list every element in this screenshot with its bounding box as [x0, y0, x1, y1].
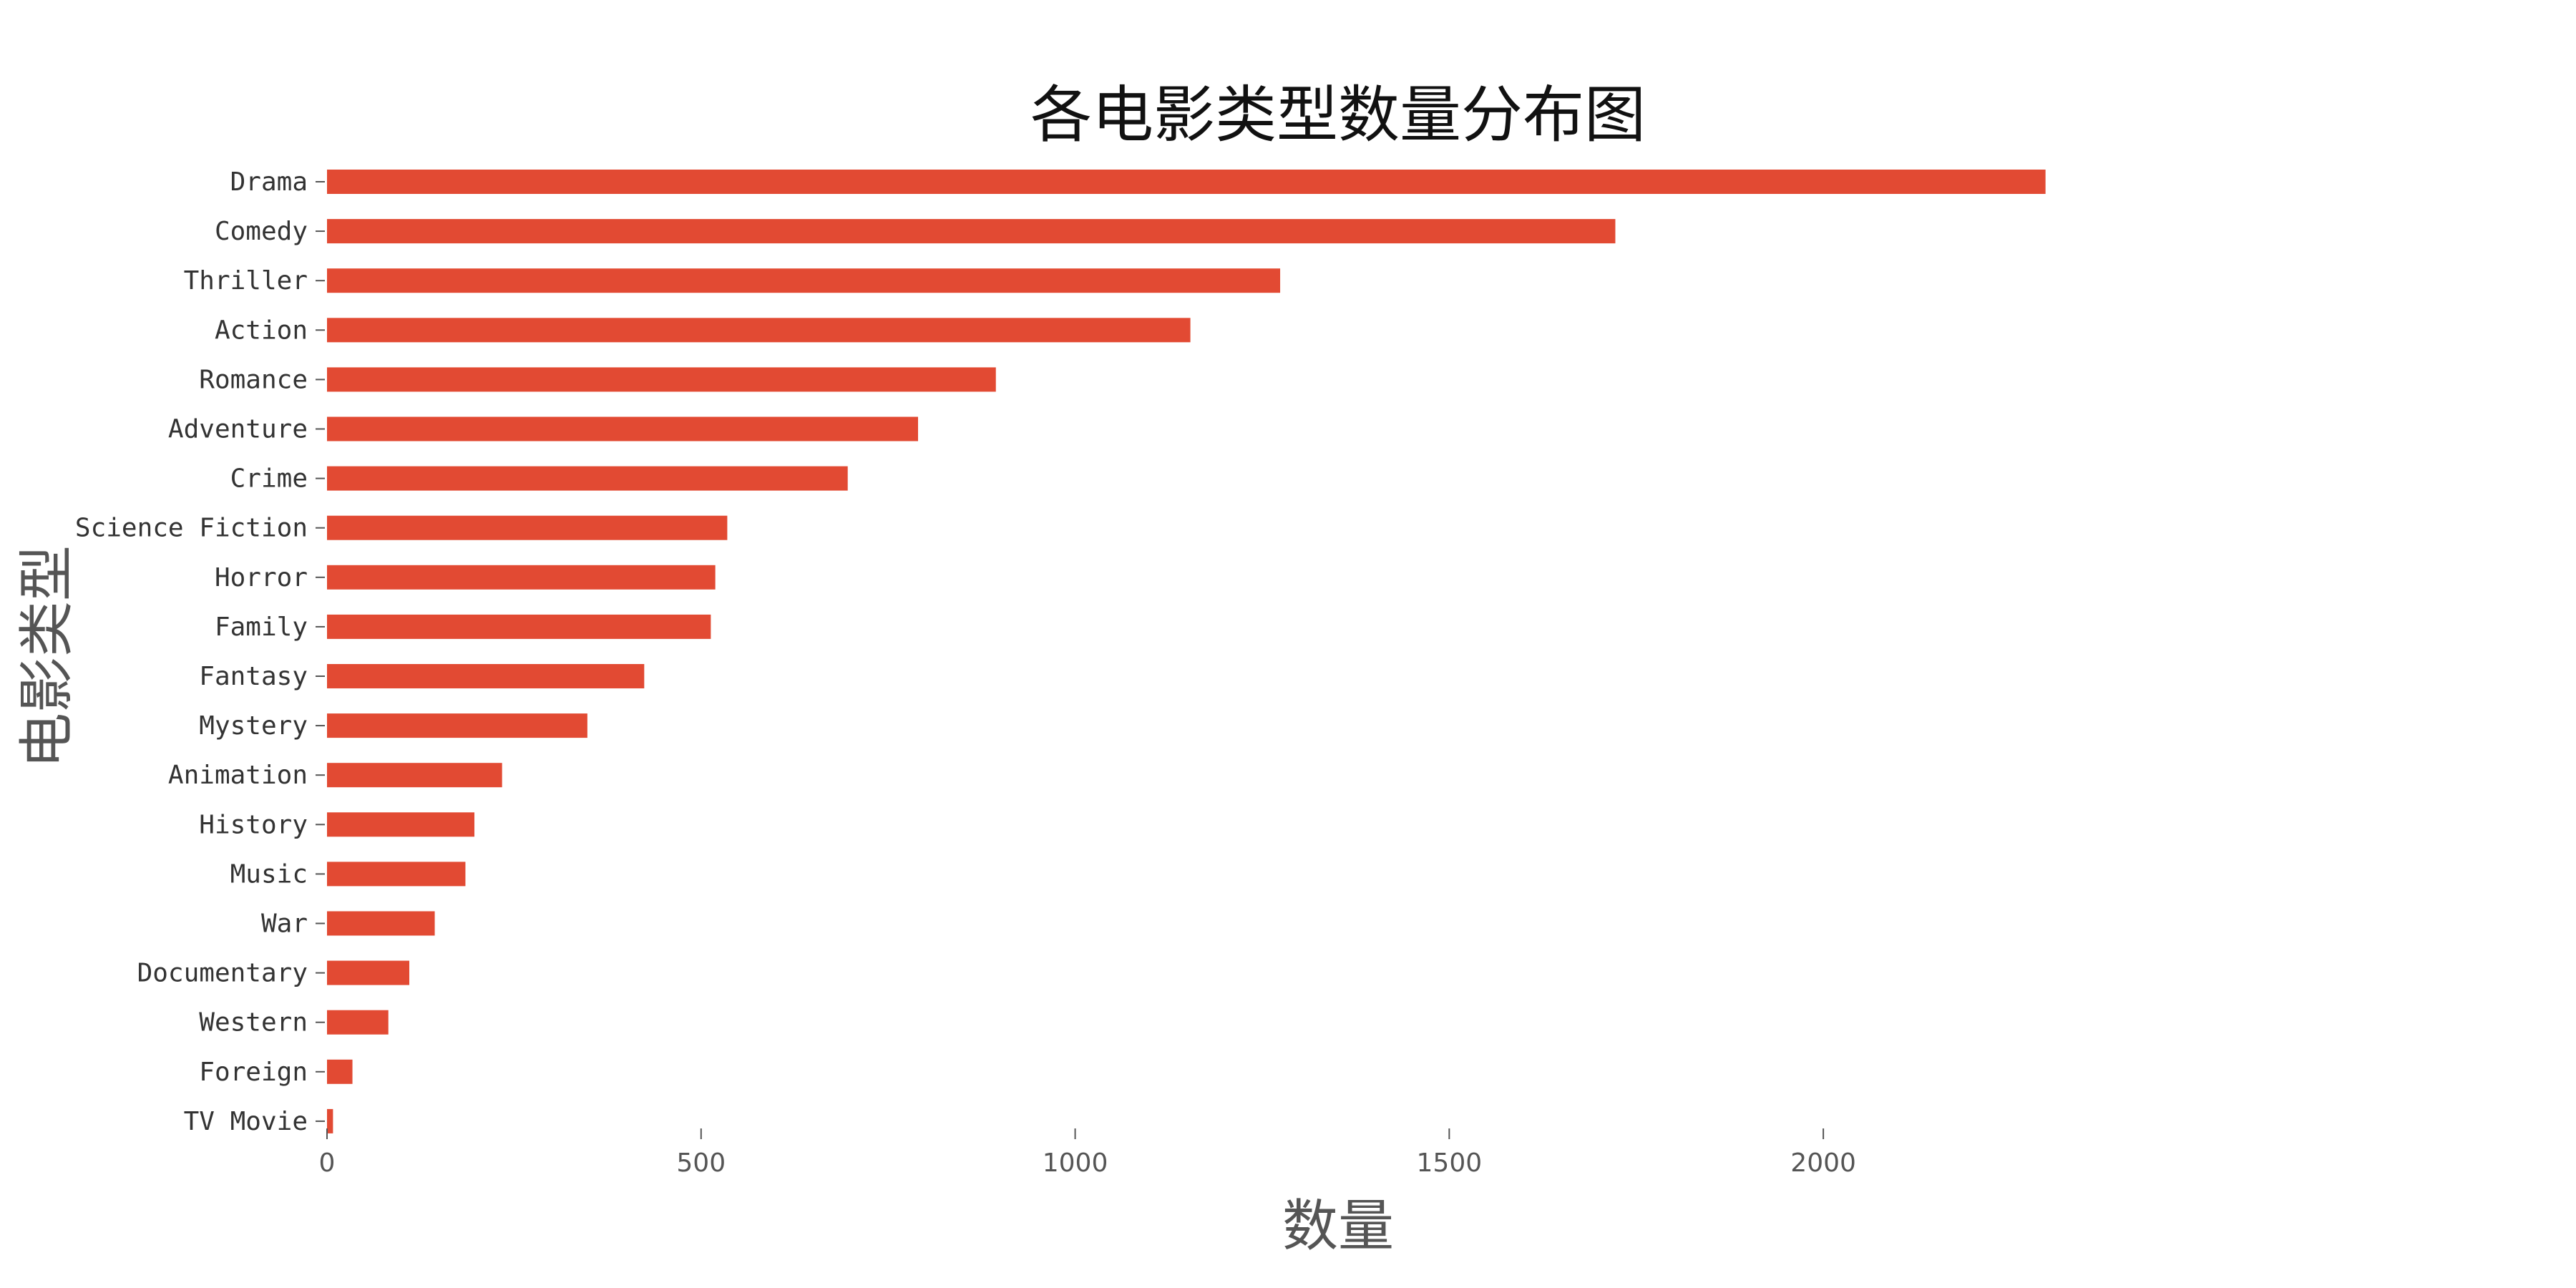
y-tick-label: History [199, 810, 308, 839]
y-tick-label: Romance [199, 365, 308, 394]
x-tick-label: 2000 [1790, 1148, 1856, 1178]
bar-drama [327, 170, 2046, 194]
y-tick-label: Animation [168, 761, 308, 790]
bar-comedy [327, 219, 1616, 244]
bar-action [327, 318, 1191, 343]
y-tick-label: Science Fiction [75, 514, 308, 543]
y-tick-label: Family [215, 613, 308, 642]
y-tick-label: Documentary [137, 959, 308, 988]
y-tick-label: Comedy [215, 217, 308, 246]
bar-fantasy [327, 664, 645, 688]
chart-title: 各电影类型数量分布图 [1030, 79, 1646, 151]
y-tick-label: Fantasy [199, 662, 308, 691]
y-tick-label: Western [199, 1008, 308, 1038]
bar-romance [327, 367, 996, 392]
bar-adventure [327, 416, 918, 441]
bars-layer [327, 170, 2046, 1133]
x-tick-label: 1500 [1417, 1148, 1483, 1178]
bar-thriller [327, 268, 1281, 293]
x-axis-label: 数量 [1282, 1194, 1394, 1259]
y-axis-label: 电影类型 [15, 545, 79, 769]
bar-western [327, 1010, 389, 1035]
x-axis: 0 500 1000 1500 2000 [319, 1128, 1856, 1178]
y-tick-label: Adventure [168, 415, 308, 444]
bar-tv-movie [327, 1108, 333, 1133]
bar-animation [327, 763, 502, 788]
bar-documentary [327, 960, 410, 985]
bar-war [327, 911, 435, 936]
bar-history [327, 812, 474, 837]
y-tick-label: War [261, 909, 308, 939]
bar-mystery [327, 713, 587, 738]
y-tick-label: Drama [230, 167, 308, 197]
y-tick-label: Music [230, 859, 308, 889]
bar-crime [327, 466, 848, 491]
bar-family [327, 614, 711, 639]
x-tick-label: 1000 [1043, 1148, 1108, 1178]
y-tick-label: TV Movie [184, 1107, 308, 1136]
bar-science-fiction [327, 515, 728, 540]
y-tick-label: Action [215, 316, 308, 345]
x-tick-label: 0 [319, 1148, 336, 1178]
bar-music [327, 862, 466, 887]
bar-foreign [327, 1059, 353, 1084]
bar-horror [327, 565, 716, 590]
x-tick-label: 500 [676, 1148, 726, 1178]
y-axis: Drama Comedy Thriller Action Romance Adventur… [75, 167, 325, 1136]
y-tick-label: Crime [230, 464, 308, 494]
y-tick-label: Thriller [184, 266, 308, 296]
y-tick-label: Horror [215, 563, 308, 592]
y-tick-label: Foreign [199, 1058, 308, 1087]
y-tick-label: Mystery [199, 711, 308, 741]
